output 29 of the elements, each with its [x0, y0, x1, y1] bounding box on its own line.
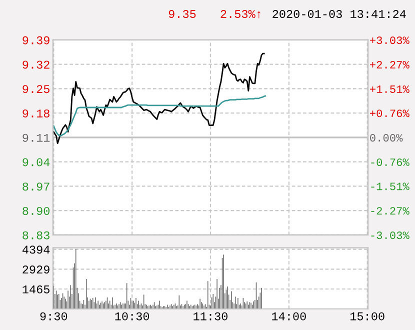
y-tick-label: 9.25: [22, 85, 50, 94]
y2-tick-label: +1.51%: [370, 85, 410, 93]
text: 2.53%↑: [220, 10, 260, 18]
y-tick-label: 9.11: [22, 134, 50, 142]
x-tick-label: 15:00: [350, 312, 384, 320]
y2-tick-label: -2.27%: [371, 207, 410, 215]
y-tick-label: 8.83: [22, 231, 50, 240]
y2-tick-label: -0.76%: [371, 158, 410, 166]
x-tick-label: 14:00: [272, 312, 306, 320]
y-tick-label: 1465: [22, 285, 50, 294]
x-tick-label: 9:30: [40, 312, 68, 320]
y2-tick-label: +0.76%: [370, 110, 410, 118]
y2-tick-label: +3.03%: [370, 36, 410, 44]
y-tick-label: 9.39: [22, 36, 50, 44]
y-tick-label: 9.18: [22, 109, 50, 118]
y-tick-label: 8.97: [22, 182, 50, 191]
y2-tick-label: +2.27%: [370, 60, 410, 68]
y-tick-label: 9.32: [22, 60, 50, 69]
y-tick-label: 2929: [22, 266, 50, 274]
y2-tick-label: 0.00%: [370, 134, 403, 142]
text: 2020-01-03 13:41:24: [272, 10, 406, 18]
x-tick-label: 11:30: [194, 312, 228, 320]
y-tick-label: 4394: [22, 246, 50, 254]
y-tick-label: 8.90: [22, 206, 50, 215]
y-tick-label: 9.04: [22, 158, 50, 166]
text: 9.35: [168, 10, 196, 18]
y2-tick-label: -3.03%: [371, 232, 410, 240]
x-tick-label: 10:30: [115, 312, 150, 320]
y2-tick-label: -1.51%: [371, 182, 410, 190]
